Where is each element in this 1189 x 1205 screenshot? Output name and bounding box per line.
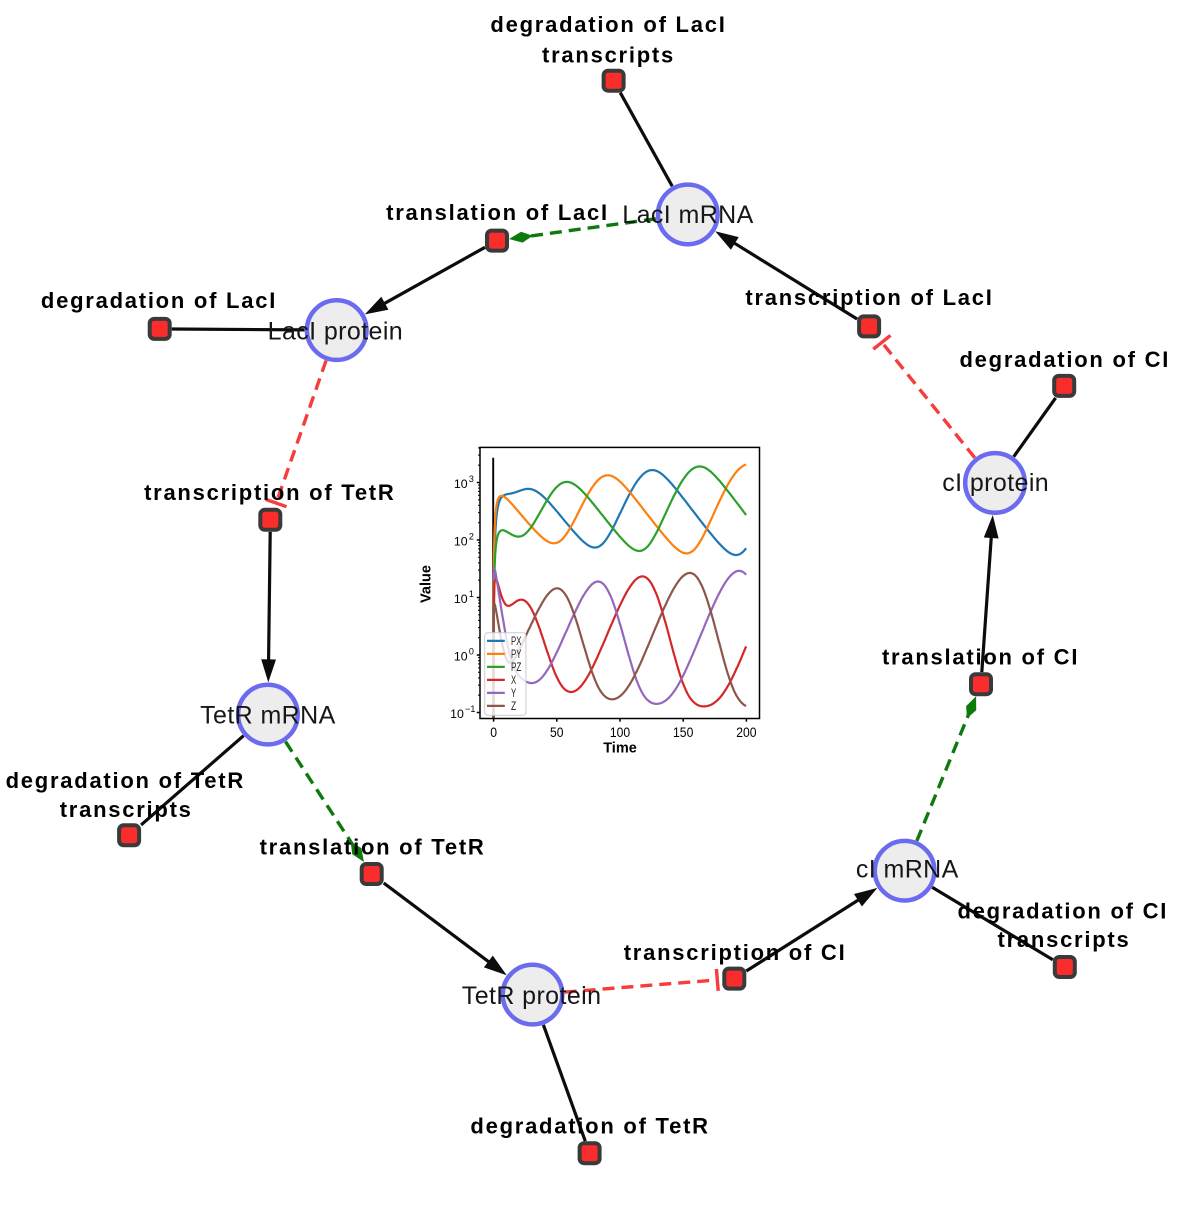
svg-text:LacI mRNA: LacI mRNA bbox=[622, 201, 753, 229]
svg-text:transcription of CI: transcription of CI bbox=[624, 940, 847, 965]
svg-text:TetR mRNA: TetR mRNA bbox=[200, 702, 336, 730]
svg-text:PY: PY bbox=[511, 648, 522, 661]
svg-text:translation of LacI: translation of LacI bbox=[386, 200, 609, 225]
svg-text:150: 150 bbox=[673, 725, 693, 740]
svg-text:cI protein: cI protein bbox=[942, 469, 1049, 497]
svg-text:0: 0 bbox=[490, 725, 497, 740]
svg-text:transcripts: transcripts bbox=[998, 927, 1131, 952]
svg-text:degradation of TetR: degradation of TetR bbox=[470, 1113, 709, 1138]
svg-text:3: 3 bbox=[469, 474, 474, 484]
svg-text:X: X bbox=[511, 674, 516, 687]
svg-text:10: 10 bbox=[450, 707, 464, 721]
svg-text:Time: Time bbox=[603, 741, 637, 757]
svg-text:10: 10 bbox=[454, 477, 468, 491]
svg-text:cI mRNA: cI mRNA bbox=[856, 856, 959, 884]
svg-text:transcripts: transcripts bbox=[60, 797, 193, 822]
svg-text:10: 10 bbox=[454, 535, 468, 549]
svg-text:PX: PX bbox=[511, 635, 522, 648]
svg-text:Value: Value bbox=[419, 565, 435, 603]
svg-text:transcription of LacI: transcription of LacI bbox=[745, 285, 993, 310]
svg-text:Y: Y bbox=[511, 687, 516, 700]
svg-text:200: 200 bbox=[736, 725, 756, 740]
svg-text:10: 10 bbox=[454, 650, 468, 664]
svg-text:transcripts: transcripts bbox=[542, 43, 675, 68]
svg-text:0: 0 bbox=[469, 647, 474, 657]
svg-text:2: 2 bbox=[469, 532, 474, 542]
svg-text:translation of TetR: translation of TetR bbox=[260, 834, 486, 859]
svg-text:100: 100 bbox=[610, 725, 630, 740]
svg-text:TetR protein: TetR protein bbox=[462, 982, 602, 1010]
svg-text:Z: Z bbox=[511, 700, 516, 713]
svg-text:degradation of LacI: degradation of LacI bbox=[490, 12, 726, 37]
svg-text:degradation of LacI: degradation of LacI bbox=[41, 288, 277, 313]
svg-text:transcription of TetR: transcription of TetR bbox=[144, 480, 395, 505]
svg-text:degradation of CI: degradation of CI bbox=[957, 899, 1168, 924]
svg-text:degradation of CI: degradation of CI bbox=[959, 347, 1170, 372]
svg-text:translation of CI: translation of CI bbox=[882, 644, 1079, 669]
svg-text:−1: −1 bbox=[465, 704, 475, 714]
svg-text:LacI protein: LacI protein bbox=[268, 318, 403, 346]
svg-text:PZ: PZ bbox=[511, 661, 521, 674]
svg-text:degradation of TetR: degradation of TetR bbox=[6, 768, 245, 793]
svg-text:50: 50 bbox=[550, 725, 564, 740]
svg-text:10: 10 bbox=[454, 592, 468, 606]
svg-text:1: 1 bbox=[469, 589, 474, 599]
